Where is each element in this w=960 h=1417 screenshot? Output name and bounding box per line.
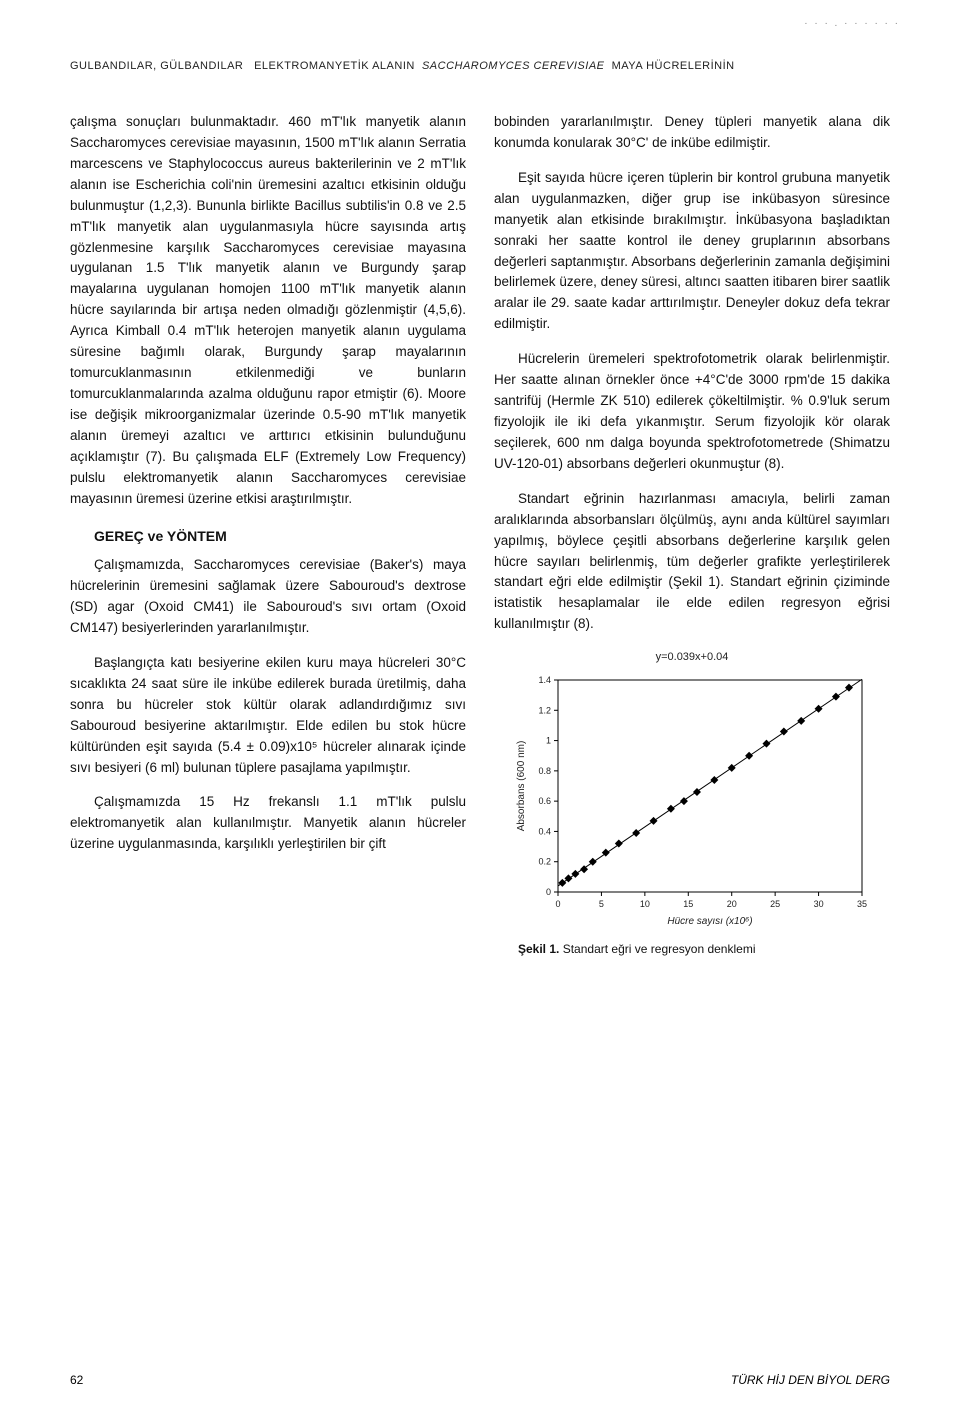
right-p2: Eşit sayıda hücre içeren tüplerin bir ko… [494,168,890,335]
svg-text:0.8: 0.8 [538,766,551,776]
svg-text:0.6: 0.6 [538,796,551,806]
regression-chart: 0 0.2 0.4 0.6 0.8 1 1.2 1.4 0 5 10 15 20 25 30 35 Absorb… [512,670,872,930]
right-p4: Standart eğrinin hazırlanması amacıyla, … [494,489,890,635]
svg-text:5: 5 [599,899,604,909]
running-header: GULBANDILAR, GÜLBANDILAR ELEKTROMANYETİK… [70,60,890,72]
chart-container: y=0.039x+0.04 0 0.2 0.4 0.6 0.8 1 1.2 1.4 0 5 10 15… [494,649,890,959]
right-p1: bobinden yararlanılmıştır. Deney tüpleri… [494,112,890,154]
scan-noise: · · · . · · · · · · [804,18,900,29]
svg-text:35: 35 [857,899,867,909]
svg-text:0: 0 [546,887,551,897]
svg-text:Hücre sayısı (x10⁶): Hücre sayısı (x10⁶) [667,916,752,927]
svg-text:20: 20 [727,899,737,909]
svg-text:30: 30 [814,899,824,909]
svg-text:15: 15 [683,899,693,909]
left-p3: Başlangıçta katı besiyerine ekilen kuru … [70,653,466,779]
page-footer: 62 TÜRK HİJ DEN BİYOL DERG [70,1373,890,1387]
svg-text:0.4: 0.4 [538,827,551,837]
caption-text: Standart eğri ve regresyon denklemi [563,942,756,956]
chart-caption: Şekil 1. Standart eğri ve regresyon denk… [494,940,890,959]
svg-text:Absorbans (600 nm): Absorbans (600 nm) [516,741,527,832]
svg-text:25: 25 [770,899,780,909]
svg-text:1.4: 1.4 [538,675,551,685]
caption-label: Şekil 1. [518,942,559,956]
svg-text:1: 1 [546,736,551,746]
left-p4: Çalışmamızda 15 Hz frekanslı 1.1 mT'lık … [70,792,466,855]
chart-equation: y=0.039x+0.04 [494,649,890,666]
journal-name: TÜRK HİJ DEN BİYOL DERG [731,1373,890,1387]
left-column: çalışma sonuçları bulunmaktadır. 460 mT'… [70,112,466,959]
left-p1: çalışma sonuçları bulunmaktadır. 460 mT'… [70,112,466,510]
svg-text:0: 0 [555,899,560,909]
svg-text:1.2: 1.2 [538,706,551,716]
svg-text:0.2: 0.2 [538,857,551,867]
page-number: 62 [70,1373,83,1387]
section-title: GEREÇ ve YÖNTEM [70,526,466,548]
svg-text:10: 10 [640,899,650,909]
right-column: bobinden yararlanılmıştır. Deney tüpleri… [494,112,890,959]
right-p3: Hücrelerin üremeleri spektrofotometrik o… [494,349,890,475]
header-title-1: ELEKTROMANYETİK ALANIN [254,60,415,72]
left-p2: Çalışmamızda, Saccharomyces cerevisiae (… [70,555,466,639]
header-authors: GULBANDILAR, GÜLBANDILAR [70,60,243,72]
header-title-2: MAYA HÜCRELERİNİN [612,60,735,72]
header-title-italic: SACCHAROMYCES CEREVISIAE [422,60,605,72]
